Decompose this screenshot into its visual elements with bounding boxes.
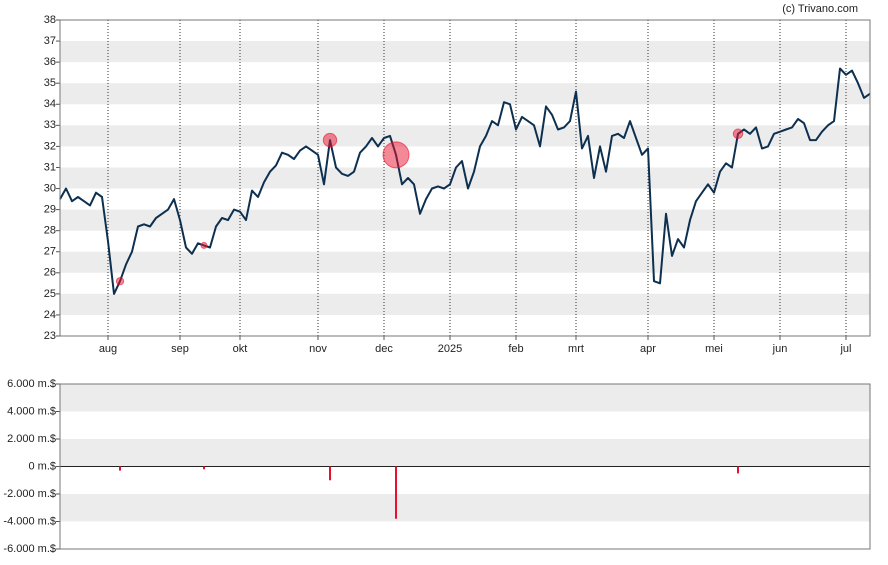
bar xyxy=(329,466,331,481)
x-tick-label: jul xyxy=(839,343,851,355)
y-tick-label: 25 xyxy=(44,288,56,300)
y-tick-label: 35 xyxy=(44,77,56,89)
y-tick-label: 31 xyxy=(44,161,56,173)
x-tick-label: aug xyxy=(99,343,117,355)
y-tick-label: 26 xyxy=(44,267,56,279)
y-tick-label: 23 xyxy=(44,330,56,342)
x-tick-label: dec xyxy=(375,343,393,355)
grid-band xyxy=(60,251,870,273)
y-tick-label: 38 xyxy=(44,14,56,26)
y-tick-label: -4.000 m.$ xyxy=(3,515,56,527)
grid-band xyxy=(60,384,870,412)
trade-bubble xyxy=(115,277,125,286)
y-tick-label: 33 xyxy=(44,119,56,131)
y-tick-label: 27 xyxy=(44,246,56,258)
bar xyxy=(119,466,121,471)
grid-band xyxy=(60,494,870,522)
x-tick-label: okt xyxy=(233,343,248,355)
bar xyxy=(203,466,205,470)
plot-frame xyxy=(59,383,871,550)
y-tick-label: 24 xyxy=(44,309,56,321)
x-tick-label: sep xyxy=(171,343,189,355)
x-tick-label: feb xyxy=(508,343,523,355)
grid-band xyxy=(60,41,870,63)
y-tick-label: 2.000 m.$ xyxy=(7,433,56,445)
y-tick-label: 32 xyxy=(44,140,56,152)
source-credit: (c) Trivano.com xyxy=(782,3,858,15)
y-tick-label: 29 xyxy=(44,204,56,216)
trade-bubble xyxy=(382,141,410,169)
y-tick-label: -6.000 m.$ xyxy=(3,543,56,555)
x-tick-label: mei xyxy=(705,343,723,355)
x-tick-label: nov xyxy=(309,343,327,355)
y-tick-label: 28 xyxy=(44,225,56,237)
bar xyxy=(395,466,397,519)
y-tick-label: 6.000 m.$ xyxy=(7,378,56,390)
trade-bubble xyxy=(200,241,208,249)
price-line xyxy=(59,67,871,295)
x-tick-label: 2025 xyxy=(438,343,462,355)
plot-frame xyxy=(59,19,871,337)
y-tick-label: 0 m.$ xyxy=(28,460,56,472)
y-tick-label: -2.000 m.$ xyxy=(3,488,56,500)
grid-band xyxy=(60,83,870,105)
bar xyxy=(737,466,739,474)
x-tick-label: apr xyxy=(640,343,656,355)
y-tick-label: 34 xyxy=(44,98,56,110)
y-tick-label: 4.000 m.$ xyxy=(7,405,56,417)
y-tick-label: 37 xyxy=(44,35,56,47)
trade-bubble xyxy=(732,128,744,139)
y-tick-label: 30 xyxy=(44,182,56,194)
y-tick-label: 36 xyxy=(44,56,56,68)
x-tick-label: jun xyxy=(772,343,788,355)
grid-band xyxy=(60,439,870,467)
x-tick-label: mrt xyxy=(568,343,584,355)
trade-bubble xyxy=(322,132,338,148)
grid-band xyxy=(60,293,870,315)
grid-band xyxy=(60,125,870,147)
